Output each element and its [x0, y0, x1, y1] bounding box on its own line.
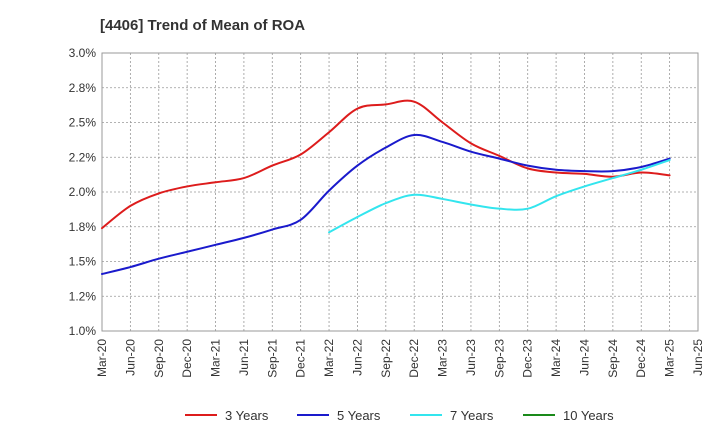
legend: 3 Years 5 Years 7 Years 10 Years [185, 408, 614, 423]
series-line-3-years [101, 99, 671, 230]
series-lines [101, 99, 671, 276]
x-axis-ticks: Mar-20 Jun-20 Sep-20 Dec-20 Mar-21 Jun-21 Sep-… [95, 339, 705, 378]
x-tick-label: Sep-21 [265, 339, 279, 378]
x-tick-label: Jun-25 [691, 339, 705, 376]
y-tick-label: 1.5% [69, 255, 97, 269]
x-tick-label: Dec-21 [294, 339, 308, 378]
x-tick-label: Mar-20 [95, 339, 109, 377]
x-tick-label: Sep-20 [152, 339, 166, 378]
y-tick-label: 3.0% [69, 46, 97, 60]
y-tick-label: 2.0% [69, 185, 97, 199]
x-tick-label: Sep-22 [379, 339, 393, 378]
x-tick-label: Dec-24 [634, 339, 648, 378]
legend-label-7-years: 7 Years [450, 408, 494, 423]
x-tick-label: Jun-24 [577, 339, 591, 376]
chart-title: [4406] Trend of Mean of ROA [100, 17, 305, 34]
series-line-5-years [101, 133, 671, 276]
legend-label-5-years: 5 Years [337, 408, 381, 423]
x-tick-label: Mar-23 [436, 339, 450, 377]
x-tick-label: Dec-23 [521, 339, 535, 378]
x-tick-label: Mar-25 [663, 339, 677, 377]
x-tick-label: Sep-24 [606, 339, 620, 378]
x-tick-label: Jun-22 [350, 339, 364, 376]
x-tick-label: Mar-24 [549, 339, 563, 377]
y-axis-ticks: 1.0% 1.2% 1.5% 1.8% 2.0% 2.2% 2.5% 2.8% 3.0% [69, 46, 97, 338]
x-tick-label: Sep-23 [492, 339, 506, 378]
x-tick-label: Jun-23 [464, 339, 478, 376]
y-tick-label: 1.2% [69, 289, 97, 303]
horizontal-gridlines [102, 87, 698, 297]
x-tick-label: Mar-21 [209, 339, 223, 377]
y-tick-label: 1.8% [69, 220, 97, 234]
x-tick-label: Jun-21 [237, 339, 251, 376]
y-tick-label: 2.2% [69, 150, 97, 164]
legend-label-3-years: 3 Years [225, 408, 269, 423]
x-tick-label: Dec-20 [180, 339, 194, 378]
x-tick-label: Dec-22 [407, 339, 421, 378]
plot-area [101, 52, 699, 332]
series-line-7-years [328, 159, 671, 234]
y-tick-label: 2.5% [69, 116, 97, 130]
y-tick-label: 1.0% [69, 324, 97, 338]
x-tick-label: Jun-20 [123, 339, 137, 376]
x-tick-label: Mar-22 [322, 339, 336, 377]
legend-label-10-years: 10 Years [563, 408, 614, 423]
y-tick-label: 2.8% [69, 81, 97, 95]
